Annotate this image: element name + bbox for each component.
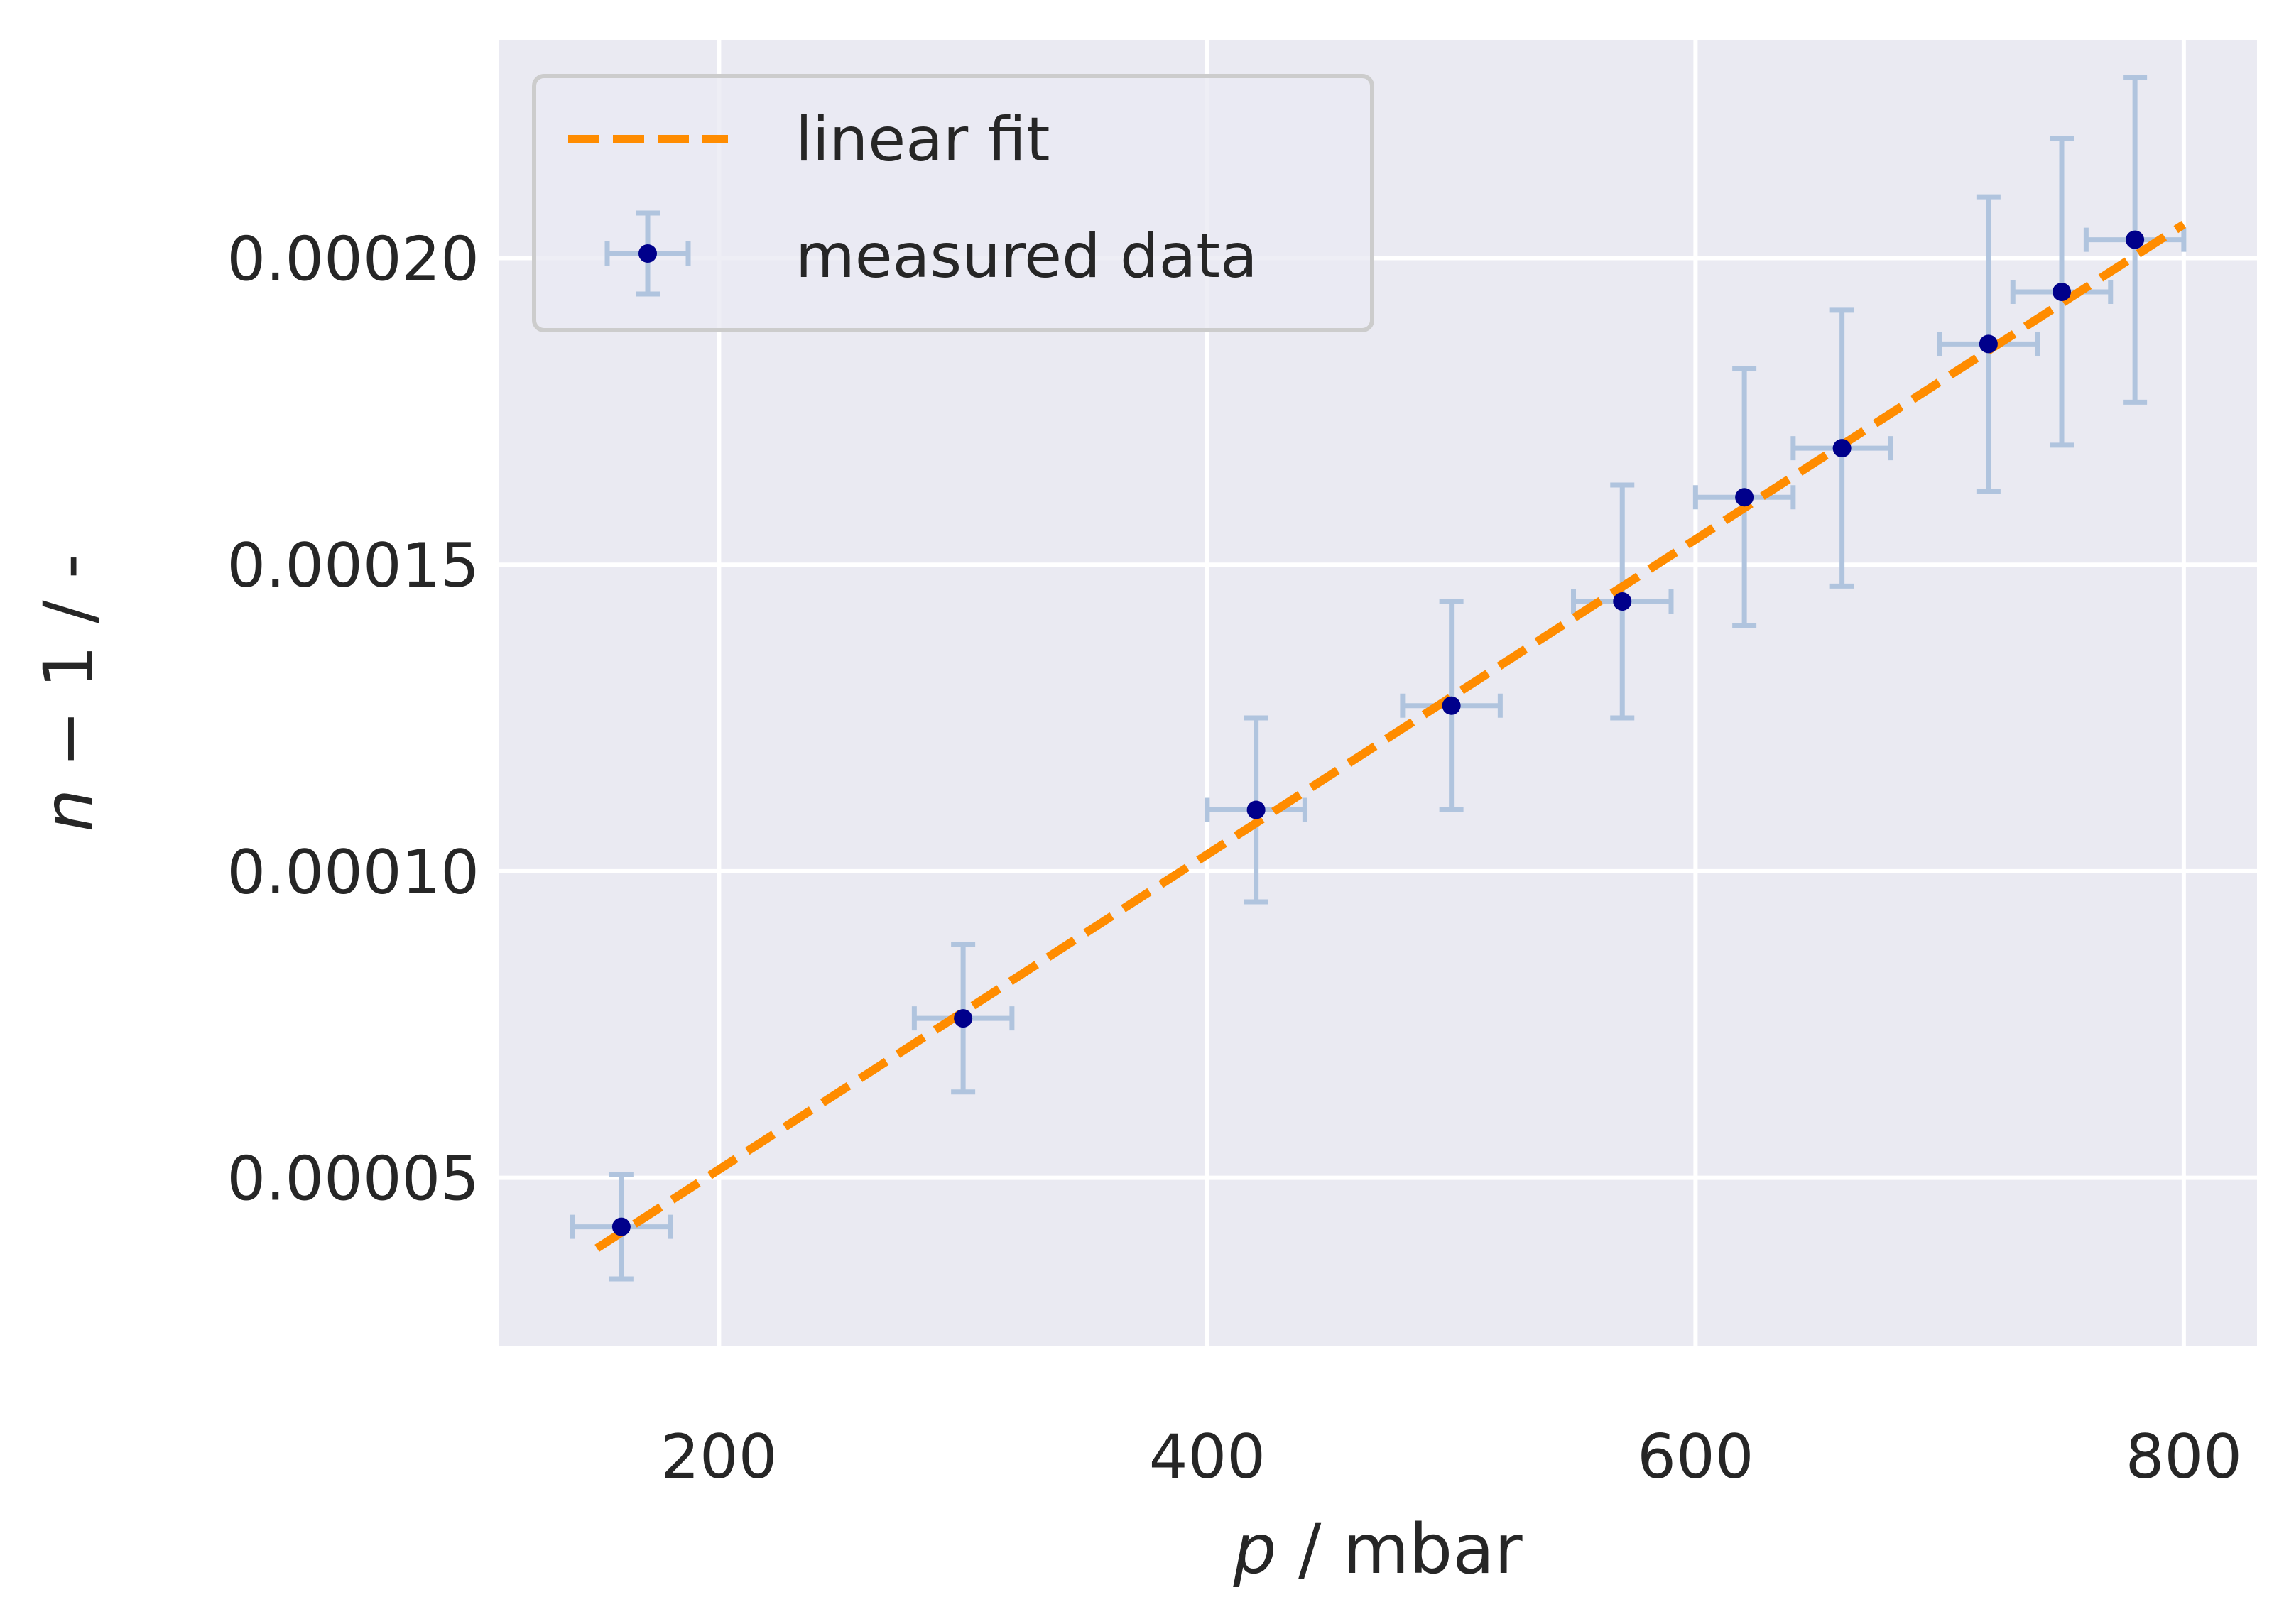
y-tick-label: 0.00020 [227, 224, 479, 295]
x-axis-label: p / mbar [1232, 1510, 1523, 1589]
data-point [611, 1217, 631, 1236]
data-point [1979, 334, 1998, 354]
data-points [611, 230, 2145, 1236]
legend-measured-data-label: measured data [795, 221, 1258, 292]
legend-data-point [638, 244, 657, 263]
data-point [1442, 696, 1461, 715]
data-point [954, 1009, 973, 1028]
data-point [1832, 439, 1852, 458]
data-point [1613, 592, 1632, 611]
x-tick-label: 600 [1637, 1422, 1754, 1493]
legend: linear fit measured data [532, 74, 1374, 332]
data-point [2053, 282, 2071, 301]
y-axis-rest: − 1 / - [29, 554, 109, 789]
linear-fit-line [594, 220, 2187, 1252]
legend-linear-fit-label: linear fit [795, 104, 1050, 175]
y-tick-labels: 0.00005 0.00010 0.00015 0.00020 [227, 224, 479, 1215]
legend-measured-data-swatch [604, 210, 691, 297]
legend-box [532, 74, 1374, 332]
y-tick-label: 0.00015 [227, 530, 479, 601]
y-tick-label: 0.00005 [227, 1144, 479, 1215]
data-point [1735, 488, 1754, 507]
x-tick-labels: 200 400 600 800 [660, 1422, 2242, 1493]
x-tick-label: 800 [2126, 1422, 2242, 1493]
y-tick-label: 0.00010 [227, 837, 479, 908]
y-axis-variable: n [29, 789, 109, 832]
y-axis-label: n − 1 / - [29, 554, 109, 832]
x-tick-label: 200 [660, 1422, 777, 1493]
x-axis-variable: p [1232, 1510, 1276, 1589]
data-point [2126, 230, 2145, 249]
x-tick-label: 400 [1149, 1422, 1266, 1493]
x-axis-unit: / mbar [1276, 1510, 1523, 1589]
data-point [1246, 800, 1266, 819]
